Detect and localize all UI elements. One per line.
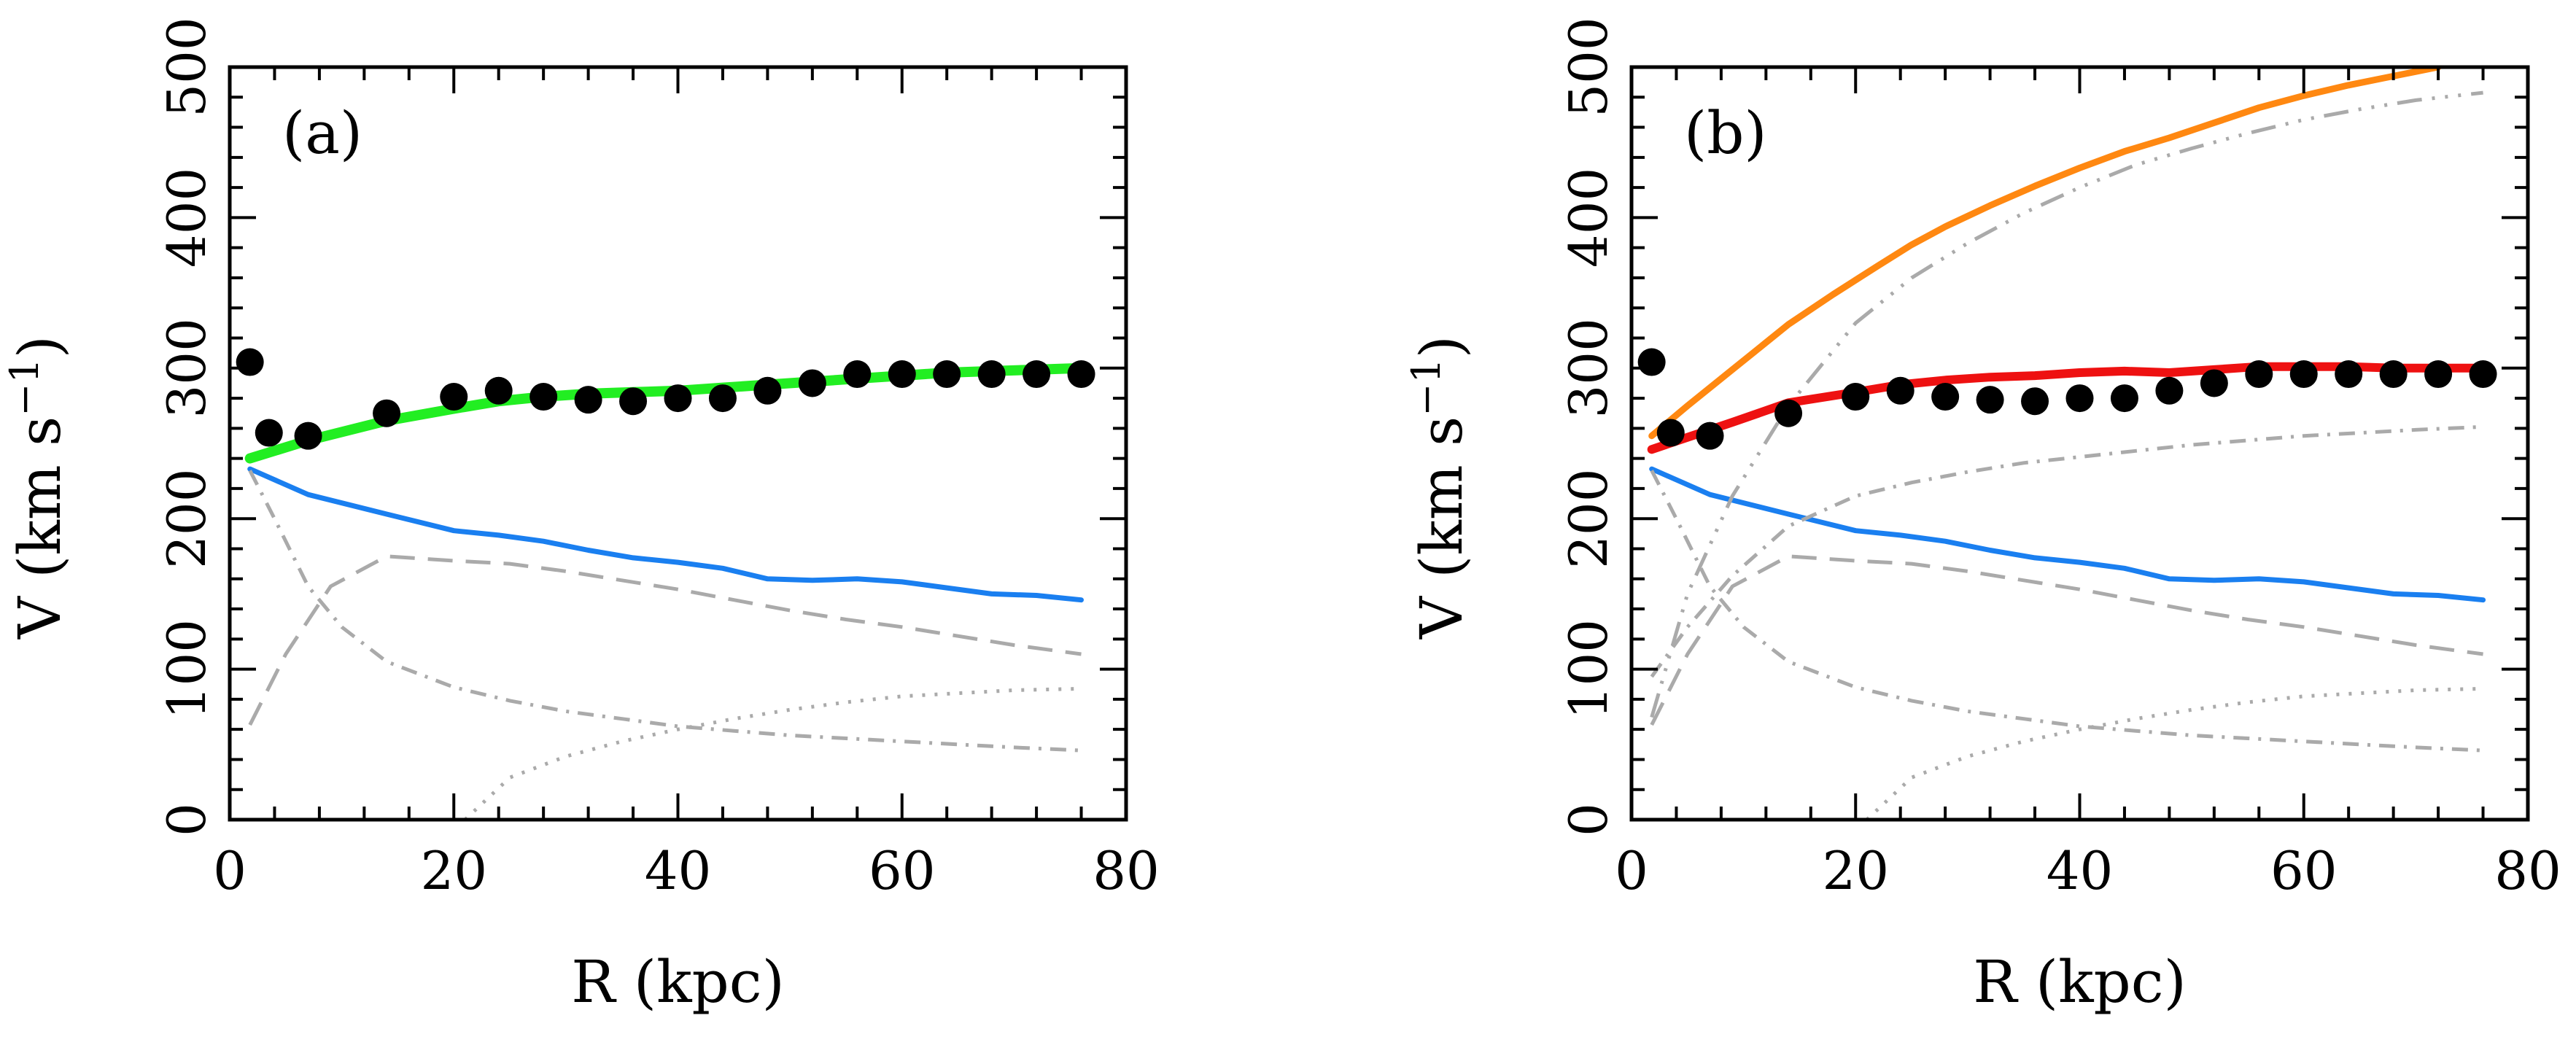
y-tick-label: 0 xyxy=(156,803,217,836)
y-tick-label: 400 xyxy=(156,168,217,268)
x-tick-label: 80 xyxy=(2494,840,2561,901)
data-point xyxy=(977,360,1006,389)
series-line-long-dashed-component xyxy=(1650,554,2483,726)
data-point xyxy=(236,348,264,376)
data-point xyxy=(2424,360,2453,389)
series-line-long-dashed-component xyxy=(248,554,1082,726)
data-point xyxy=(2379,360,2408,389)
data-point xyxy=(1696,422,1724,450)
data-point xyxy=(2021,387,2049,416)
series-line-dash-dotted-component xyxy=(248,470,1082,753)
x-tick-label: 40 xyxy=(2047,840,2114,901)
data-point xyxy=(1656,419,1685,447)
panel-label: (b) xyxy=(1684,99,1767,167)
panel-label: (a) xyxy=(282,99,362,167)
y-tick-label: 0 xyxy=(1558,803,1619,836)
x-tick-label: 60 xyxy=(2270,840,2338,901)
panel-b: 0 20 40 60 80 0 100 200 300 400 500 R (kpc) V (km s−… xyxy=(1403,17,2561,1016)
data-point xyxy=(373,399,401,427)
data-point xyxy=(574,386,602,414)
y-axis-label-main: V (km s xyxy=(6,416,74,640)
data-point xyxy=(255,419,283,447)
y-tick-label: 200 xyxy=(156,468,217,568)
x-tick-label: 20 xyxy=(420,840,487,901)
panel-a-data xyxy=(236,348,1095,820)
x-tick-label: 60 xyxy=(869,840,936,901)
data-point xyxy=(2155,376,2184,405)
data-point xyxy=(1976,386,2004,414)
data-point xyxy=(1886,376,1914,405)
x-tick-label: 0 xyxy=(1615,840,1648,901)
x-tick-label: 0 xyxy=(213,840,247,901)
data-point xyxy=(2065,384,2094,413)
series-line-blue-component xyxy=(247,466,1084,603)
y-axis-label: V (km s−1) xyxy=(1,335,74,640)
data-point xyxy=(529,383,558,411)
y-tick-label: 500 xyxy=(156,17,217,117)
data-point xyxy=(888,360,916,389)
y-tick-label: 400 xyxy=(1558,168,1619,268)
data-point xyxy=(933,360,961,389)
data-point xyxy=(753,376,782,405)
x-tick-label: 20 xyxy=(1822,840,1889,901)
data-point xyxy=(294,422,322,450)
data-point xyxy=(1637,348,1666,376)
series-line-blue-component xyxy=(1649,466,2486,603)
y-tick-label: 200 xyxy=(1558,468,1619,568)
data-point xyxy=(440,383,468,411)
y-tick-label: 300 xyxy=(1558,318,1619,418)
data-point xyxy=(664,384,692,413)
x-axis-label: R (kpc) xyxy=(1973,948,2187,1016)
data-point xyxy=(1842,383,1870,411)
data-point xyxy=(798,369,826,397)
plot-frame xyxy=(228,65,1128,822)
y-tick-label: 300 xyxy=(156,318,217,418)
series-line-dash-triple-dotted-halo xyxy=(1650,90,2483,718)
data-point xyxy=(708,384,737,413)
y-tick-label: 500 xyxy=(1558,17,1619,117)
series-line-orange-model xyxy=(1648,67,2442,440)
data-point xyxy=(2289,360,2318,389)
panel-b-ticks xyxy=(1630,66,2529,821)
series-line-dash-dotted-rising-component xyxy=(1650,424,2483,678)
data-point xyxy=(1774,399,1803,427)
x-tick-label: 80 xyxy=(1093,840,1160,901)
data-point xyxy=(2469,360,2497,389)
data-point xyxy=(2245,360,2273,389)
panel-a: 0 20 40 60 80 0 100 200 300 400 500 R (kpc) V (km s−… xyxy=(1,17,1160,1016)
data-point xyxy=(843,360,872,389)
data-point xyxy=(1067,360,1095,389)
data-point xyxy=(484,376,513,405)
y-axis-label: V (km s−1) xyxy=(1403,335,1475,640)
x-axis-label: R (kpc) xyxy=(571,948,785,1016)
y-tick-label: 100 xyxy=(1558,619,1619,719)
y-tick-label: 100 xyxy=(156,619,217,719)
data-point xyxy=(1023,360,1051,389)
y-axis-label-tail: ) xyxy=(6,335,74,358)
data-point xyxy=(2335,360,2363,389)
x-tick-label: 40 xyxy=(645,840,712,901)
data-point xyxy=(2110,384,2138,413)
data-point xyxy=(619,387,648,416)
y-axis-label-superscript: −1 xyxy=(1,358,47,416)
data-point xyxy=(1931,383,1960,411)
panel-a-ticks xyxy=(228,66,1128,821)
data-point xyxy=(2200,369,2228,397)
series-line-dash-dotted-component xyxy=(1650,470,2483,753)
y-axis-label-superscript: −1 xyxy=(1403,358,1449,416)
y-axis-label-main: V (km s xyxy=(1408,416,1475,640)
panel-b-data xyxy=(1637,67,2497,820)
y-axis-label-tail: ) xyxy=(1408,335,1475,358)
